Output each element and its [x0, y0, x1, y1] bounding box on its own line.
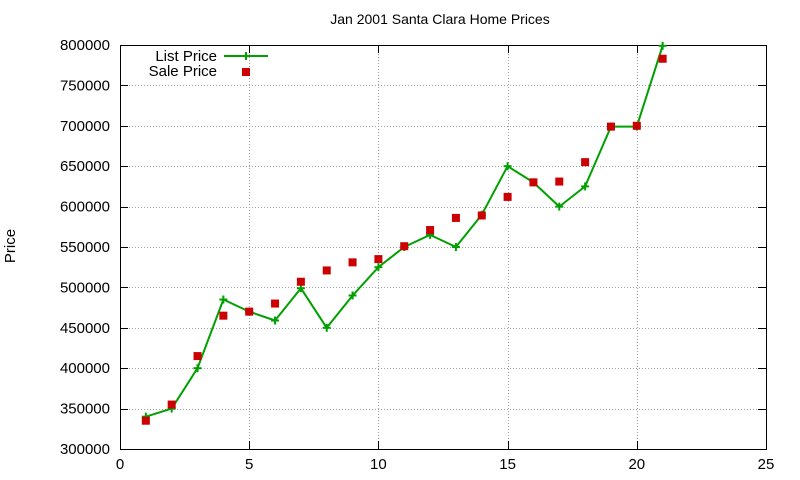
legend-label-sale-price: Sale Price [149, 63, 217, 80]
y-tick-label: 800000 [60, 37, 110, 54]
y-tick-label: 500000 [60, 279, 110, 296]
sale-price-point [400, 242, 409, 251]
sale-price-point [426, 226, 435, 235]
sale-price-point [503, 192, 512, 201]
sale-price-point [658, 54, 667, 63]
list-price-point [581, 182, 590, 191]
sale-price-point [245, 307, 254, 316]
list-price-point [555, 202, 564, 211]
legend-swatch-sale-price [242, 68, 250, 76]
list-price-point [451, 243, 460, 251]
chart-title: Jan 2001 Santa Clara Home Prices [330, 11, 550, 27]
list-price-line [145, 45, 664, 418]
sale-price-point [348, 258, 357, 267]
sale-price-point [167, 400, 176, 409]
y-tick-label: 700000 [60, 118, 110, 135]
x-tick-label: 10 [370, 456, 387, 473]
sale-price-point [322, 266, 331, 275]
sale-price-point [271, 299, 280, 308]
sale-price-point [555, 177, 564, 186]
y-tick-label: 750000 [60, 77, 110, 94]
x-tick-label: 25 [758, 456, 775, 473]
sale-price-point [477, 211, 486, 220]
y-tick-label: 550000 [60, 239, 110, 256]
sale-price-point [451, 213, 460, 222]
list-price-point [271, 316, 280, 325]
sale-price-point [141, 416, 150, 425]
sale-price-point [606, 122, 615, 131]
sale-price-point [219, 311, 228, 320]
list-price-point [219, 295, 228, 304]
sale-price-point [632, 121, 641, 130]
sale-price-point [581, 158, 590, 167]
x-tick-label: 15 [499, 456, 516, 473]
sale-price-point [374, 255, 383, 264]
sale-price-point [193, 352, 202, 361]
legend-label-list-price: List Price [155, 48, 217, 65]
y-tick-label: 300000 [60, 441, 110, 458]
list-price-point [503, 162, 512, 171]
x-tick-label: 5 [245, 456, 253, 473]
y-tick-label: 400000 [60, 360, 110, 377]
sale-price-point [296, 277, 305, 286]
y-tick-label: 450000 [60, 320, 110, 337]
list-price-point [322, 323, 331, 332]
y-tick-label: 600000 [60, 199, 110, 216]
list-price-point [193, 364, 202, 373]
y-tick-label: 650000 [60, 158, 110, 175]
sale-price-point [529, 178, 538, 187]
y-tick-label: 350000 [60, 401, 110, 418]
list-price-point [348, 291, 357, 300]
list-price-point [658, 41, 667, 50]
legend-marker-list-price [242, 52, 250, 60]
list-price-point [374, 263, 383, 272]
x-tick-label: 20 [628, 456, 645, 473]
x-tick-label: 0 [116, 456, 124, 473]
